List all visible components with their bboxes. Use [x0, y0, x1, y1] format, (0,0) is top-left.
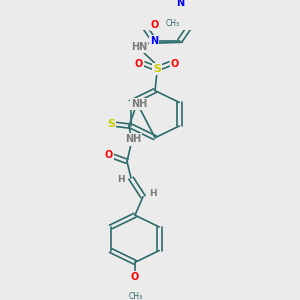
Text: CH₃: CH₃	[129, 292, 143, 300]
Text: S: S	[153, 64, 161, 74]
Text: H: H	[149, 189, 157, 198]
Text: O: O	[151, 20, 159, 30]
Text: NH: NH	[131, 99, 147, 109]
Text: O: O	[131, 272, 139, 283]
Text: N: N	[176, 0, 184, 8]
Text: NH: NH	[125, 134, 141, 145]
Text: N: N	[150, 36, 158, 46]
Text: O: O	[105, 150, 113, 160]
Text: HN: HN	[131, 42, 147, 52]
Text: H: H	[117, 175, 125, 184]
Text: O: O	[135, 59, 143, 69]
Text: S: S	[107, 119, 115, 129]
Text: O: O	[171, 59, 179, 69]
Text: CH₃: CH₃	[166, 19, 180, 28]
